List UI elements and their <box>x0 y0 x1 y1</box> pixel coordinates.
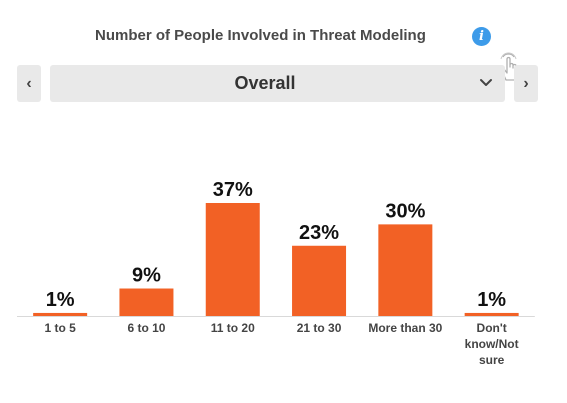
category-label: 21 to 30 <box>297 321 342 335</box>
category-label: know/Not <box>465 337 519 351</box>
next-button[interactable]: › <box>514 65 538 102</box>
category-label: 6 to 10 <box>127 321 165 335</box>
category-label: 11 to 20 <box>211 321 255 335</box>
bar-value-label: 9% <box>132 265 161 287</box>
chevron-down-icon <box>480 79 492 86</box>
bar-5[interactable] <box>464 312 519 316</box>
previous-button[interactable]: ‹ <box>17 65 41 102</box>
category-label: More than 30 <box>368 321 442 335</box>
category-label: 1 to 5 <box>44 321 76 335</box>
bar-2[interactable] <box>205 203 260 316</box>
info-icon[interactable]: i <box>472 27 491 46</box>
bar-value-label: 37% <box>213 179 253 201</box>
category-label: Don't <box>477 321 507 335</box>
category-label: sure <box>479 353 505 367</box>
bar-value-label: 1% <box>477 289 506 311</box>
bar-4[interactable] <box>378 224 433 316</box>
bar-value-label: 1% <box>46 289 75 311</box>
dropdown-selected-value: Overall <box>234 73 296 93</box>
filter-dropdown[interactable]: Overall <box>50 65 505 102</box>
chart-title: Number of People Involved in Threat Mode… <box>95 27 426 44</box>
bar-0[interactable] <box>33 312 88 316</box>
bar-1[interactable] <box>119 288 174 316</box>
bar-value-label: 23% <box>299 222 339 244</box>
bar-value-label: 30% <box>385 200 425 222</box>
chart-header: Number of People Involved in Threat Mode… <box>0 24 567 50</box>
bar-3[interactable] <box>292 245 347 316</box>
